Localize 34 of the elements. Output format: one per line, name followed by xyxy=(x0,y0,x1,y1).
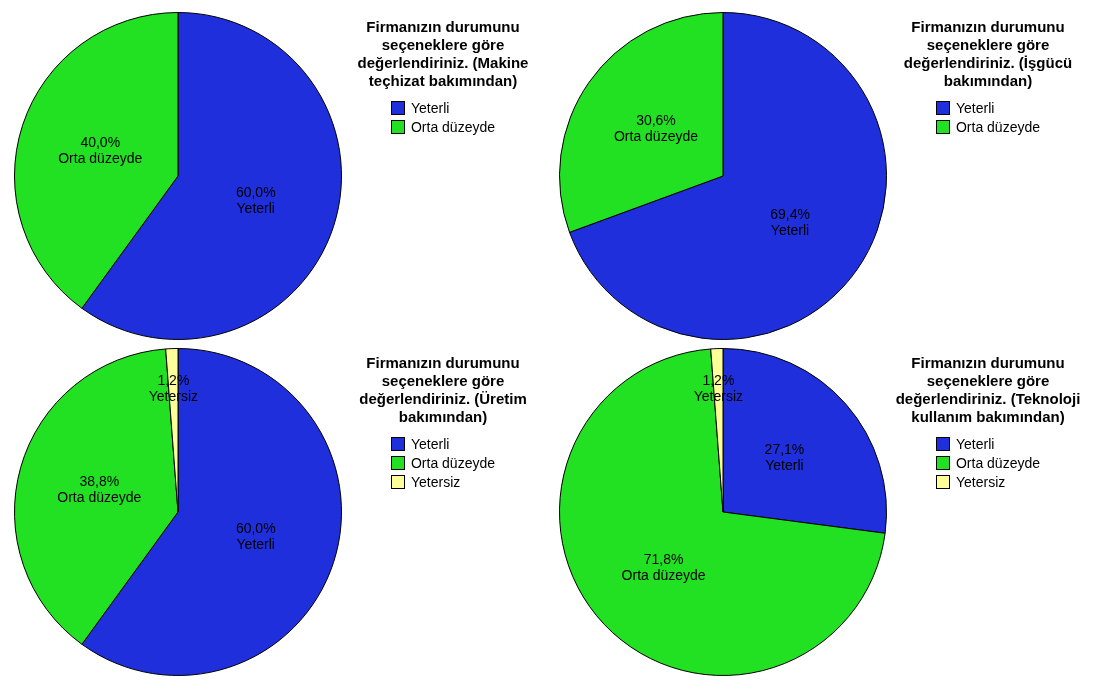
data-label: 27,1% xyxy=(764,440,805,457)
legend-label: Orta düzeyde xyxy=(410,119,496,135)
data-label: 60,0% xyxy=(235,520,276,537)
legend-label: Yeterli xyxy=(410,100,450,116)
legend-label: Yeterli xyxy=(955,100,995,116)
slice-label: Yeterli xyxy=(765,456,804,473)
slice-label: Yetersiz xyxy=(693,388,744,405)
legend-label: Orta düzeyde xyxy=(955,455,1041,471)
legend-title: Firmanızın durumunu seçeneklere göre değerlendiriniz. (Üretim bakımından) xyxy=(358,354,528,426)
legend-label: Yeterli xyxy=(410,436,450,452)
data-label: 38,8% xyxy=(79,472,120,489)
legend-label: Orta düzeyde xyxy=(410,455,496,471)
legend-label: Yetersiz xyxy=(410,474,461,490)
slice-label: Orta düzeyde xyxy=(613,128,699,145)
slice-label: Orta düzeyde xyxy=(57,488,142,505)
data-label: 71,8% xyxy=(643,551,684,568)
legend-label: Yeterli xyxy=(955,436,995,452)
legend-title: Firmanızın durumunu seçeneklere göre değerlendiriniz. (Makine teçhizat bakımından) xyxy=(356,18,530,90)
data-label: 69,4% xyxy=(770,205,810,222)
slice-label: Yetersiz xyxy=(148,388,199,405)
slice-label: Yeterli xyxy=(236,200,275,217)
slice-label: Yeterli xyxy=(236,536,275,553)
slice-label: Orta düzeyde xyxy=(621,567,706,584)
slice-label: Yeterli xyxy=(770,221,810,238)
slice-label: Orta düzeyde xyxy=(58,149,143,166)
data-label: 1,2% xyxy=(157,372,190,389)
data-label: 30,6% xyxy=(636,112,676,129)
legend-title: Firmanızın durumunu seçeneklere göre değerlendiriniz. (Teknoloji kullanım bakımından) xyxy=(894,354,1082,426)
data-label: 40,0% xyxy=(80,133,121,150)
legend-title: Firmanızın durumunu seçeneklere göre değerlendiriniz. (İşgücü bakımından) xyxy=(902,18,1074,90)
legend-label: Orta düzeyde xyxy=(955,119,1041,135)
legend-label: Yetersiz xyxy=(955,474,1006,490)
data-label: 1,2% xyxy=(702,372,735,389)
data-label: 60,0% xyxy=(235,184,276,201)
